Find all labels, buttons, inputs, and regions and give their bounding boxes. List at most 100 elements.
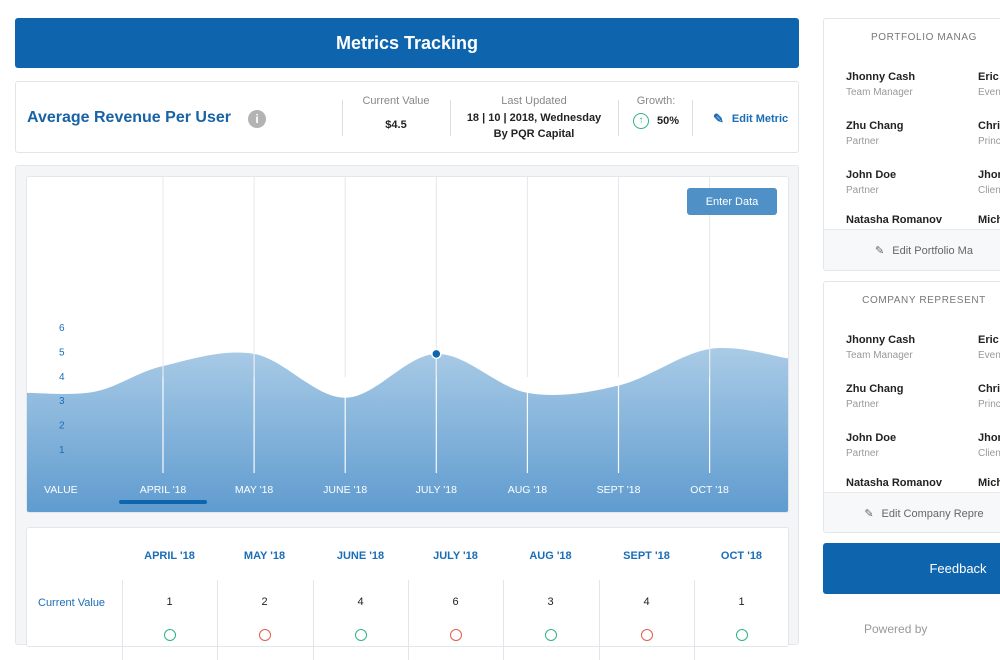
contact-role: Clien (978, 448, 1000, 459)
contact-role: Partner (846, 399, 879, 410)
edit-portfolio-button[interactable]: ✎ Edit Portfolio Ma (824, 229, 1000, 270)
table-column-header: AUG '18 (529, 550, 572, 562)
highlighted-point (431, 348, 442, 360)
enter-data-button[interactable]: Enter Data (687, 188, 777, 215)
trend-indicator-icon (641, 629, 653, 641)
growth-stat: Growth: ↑ 50% (620, 95, 692, 129)
x-tick-label: MAY '18 (235, 484, 274, 496)
contact-item[interactable]: Jhonny Cash Team Manager (846, 71, 915, 98)
current-value: $4.5 (385, 119, 407, 131)
contact-role: Clien (978, 185, 1000, 196)
info-icon[interactable]: i (248, 110, 266, 128)
y-tick-label: 2 (59, 421, 65, 432)
y-tick-label: 6 (59, 323, 65, 334)
table-column-header: SEPT '18 (623, 550, 670, 562)
page-title-bar: Metrics Tracking (15, 18, 799, 68)
contact-role: Partner (846, 185, 879, 196)
table-divider (217, 580, 218, 660)
contact-item[interactable]: Eric Even (978, 334, 1000, 361)
current-value-stat: Current Value $4.5 (342, 95, 450, 133)
contact-name: Jhonny Cash (846, 334, 916, 346)
x-tick-label: JULY '18 (416, 484, 457, 496)
x-tick-label: JUNE '18 (323, 484, 367, 496)
trend-indicator-icon (259, 629, 271, 641)
growth-label: Growth: (636, 95, 676, 107)
panel-title: COMPANY REPRESENT (862, 295, 986, 306)
contact-name: Chri (978, 120, 1000, 132)
company-representatives-panel: COMPANY REPRESENT ✎ Edit Company Repre J… (823, 281, 1000, 533)
contact-item[interactable]: Mich (978, 214, 1000, 226)
contact-role: Princ (978, 399, 1000, 410)
table-divider (503, 580, 504, 660)
edit-metric-label: Edit Metric (731, 113, 789, 125)
contact-role: Princ (978, 136, 1000, 147)
contact-item[interactable]: Jhonny Cash Team Manager (846, 334, 915, 361)
contact-name: Mich (978, 214, 1000, 226)
table-column-header: OCT '18 (720, 550, 763, 562)
table-divider (694, 580, 695, 660)
contact-item[interactable]: Jhon Clien (978, 432, 1000, 459)
last-updated-date: 18 | 10 | 2018, Wednesday (466, 112, 602, 124)
edit-metric-button[interactable]: ✎ Edit Metric (713, 111, 788, 127)
table-cell: 2 (261, 596, 268, 608)
contact-role: Partner (846, 136, 879, 147)
contact-name: Natasha Romanov (846, 214, 942, 226)
x-tick-label: OCT '18 (690, 484, 729, 496)
contact-item[interactable]: John Doe Partner (846, 432, 896, 459)
contact-item[interactable]: Chri Princ (978, 120, 1000, 147)
contact-name: Chri (978, 383, 1000, 395)
last-updated-by: By PQR Capital (493, 128, 575, 140)
trend-indicator-icon (545, 629, 557, 641)
y-tick-label: 4 (59, 372, 65, 383)
x-tick-label: AUG '18 (508, 484, 548, 496)
portfolio-managers-panel: PORTFOLIO MANAG ✎ Edit Portfolio Ma Jhon… (823, 18, 1000, 271)
contact-name: Jhon (978, 169, 1000, 181)
contact-role: Partner (846, 448, 879, 459)
table-column-header: JULY '18 (433, 550, 478, 562)
metric-summary-card: Average Revenue Per User i Current Value… (15, 81, 799, 153)
contact-item[interactable]: Jhon Clien (978, 169, 1000, 196)
feedback-button[interactable]: Feedback (823, 543, 1000, 594)
selected-month-indicator (119, 500, 207, 504)
contact-item[interactable]: Zhu Chang Partner (846, 383, 903, 410)
table-column-header: APRIL '18 (144, 550, 195, 562)
contact-item[interactable]: Natasha Romanov (846, 214, 942, 226)
contact-item[interactable]: Mich (978, 477, 1000, 489)
contact-name: Eric (978, 334, 999, 346)
feedback-label: Feedback (929, 561, 987, 576)
edit-portfolio-label: Edit Portfolio Ma (892, 244, 973, 257)
pencil-icon: ✎ (864, 508, 874, 520)
arrow-up-circle-icon: ↑ (632, 113, 649, 129)
contact-item[interactable]: Natasha Romanov (846, 477, 942, 489)
contact-item[interactable]: Eric Even (978, 71, 1000, 98)
panel-title: PORTFOLIO MANAG (870, 32, 978, 43)
edit-company-button[interactable]: ✎ Edit Company Repre (824, 492, 1000, 532)
growth-value: 50% (656, 115, 680, 127)
y-tick-label: 5 (59, 347, 65, 358)
revenue-chart: 1 2 3 4 5 6 VALUE APRIL '18 MAY '18 JUNE '18 JULY … (26, 176, 789, 513)
contact-item[interactable]: Zhu Chang Partner (846, 120, 903, 147)
contact-name: John Doe (846, 169, 897, 181)
table-divider (313, 580, 314, 660)
area-chart: 1 2 3 4 5 6 VALUE APRIL '18 MAY '18 JUNE '18 JULY … (27, 177, 788, 512)
y-tick-label: 3 (59, 396, 65, 407)
contact-name: Jhonny Cash (846, 71, 916, 83)
divider (618, 100, 619, 136)
table-cell: 6 (452, 596, 459, 608)
current-value-label: Current Value (362, 95, 430, 107)
page-title: Metrics Tracking (335, 32, 479, 53)
contact-name: Jhon (978, 432, 1000, 444)
x-tick-label: APRIL '18 (140, 484, 187, 496)
trend-indicator-icon (450, 629, 462, 641)
table-cell: 1 (738, 596, 745, 608)
contact-item[interactable]: John Doe Partner (846, 169, 896, 196)
divider (450, 100, 451, 136)
contact-name: Mich (978, 477, 1000, 489)
table-cell: 4 (357, 596, 364, 608)
contact-name: Zhu Chang (846, 120, 904, 132)
contact-item[interactable]: Chri Princ (978, 383, 1000, 410)
table-divider (122, 580, 123, 660)
metric-title: Average Revenue Per User (27, 109, 231, 126)
x-axis-label: VALUE (44, 484, 78, 496)
table-cell: 1 (166, 596, 173, 608)
